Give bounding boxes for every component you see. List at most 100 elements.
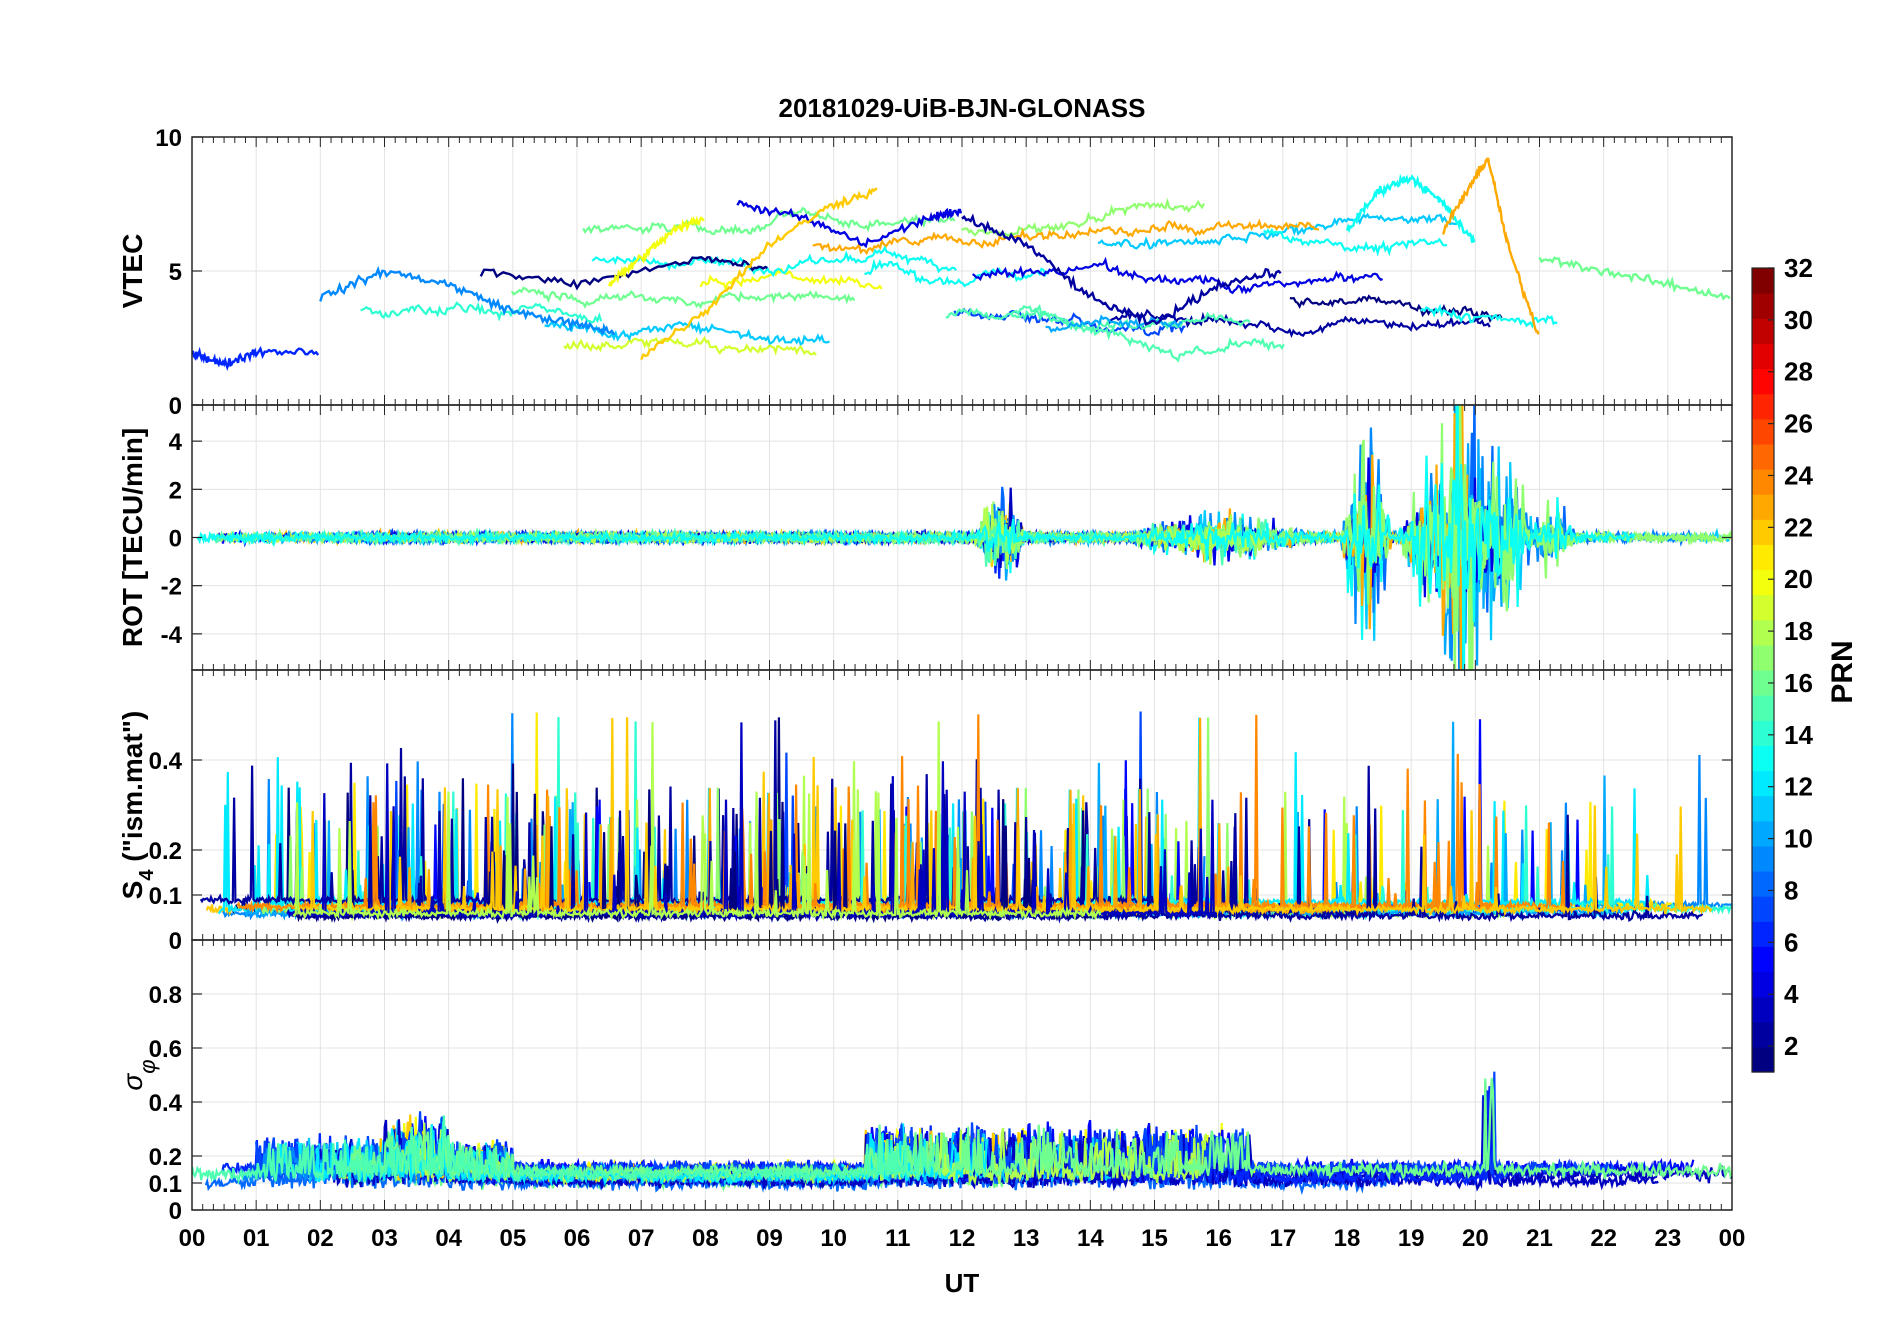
colorbar-segment: [1752, 1046, 1774, 1073]
colorbar-tick-label: 24: [1784, 460, 1813, 490]
x-tick-label: 09: [756, 1225, 783, 1252]
prn-series-line: [221, 451, 1457, 640]
prn-4-line: [736, 199, 963, 249]
x-tick-label: 00: [1719, 1225, 1746, 1252]
prn-series-line: [1419, 303, 1558, 329]
x-tick-label: 03: [371, 1225, 398, 1252]
x-tick-label: 08: [692, 1225, 719, 1252]
y-tick-label: 0.1: [149, 883, 182, 910]
x-tick-label: 13: [1013, 1225, 1040, 1252]
x-tick-label: 01: [243, 1225, 270, 1252]
colorbar-label: PRN: [1826, 640, 1859, 703]
prn-series-line: [945, 307, 1251, 332]
prn-6-line: [192, 345, 320, 372]
colorbar-segment: [1752, 594, 1774, 621]
colorbar-tick-label: 28: [1784, 357, 1813, 387]
colorbar-segment: [1752, 996, 1774, 1023]
prn-series-line: [192, 1115, 937, 1185]
y-tick-label: 0.2: [149, 838, 182, 865]
x-tick-label: 17: [1269, 1225, 1296, 1252]
y-tick-label: 0.6: [149, 1036, 182, 1063]
colorbar-tick-label: 4: [1784, 979, 1799, 1009]
colorbar-segment: [1752, 745, 1774, 772]
series-group: [192, 157, 1731, 372]
series-group: [192, 1071, 1732, 1196]
y-tick-label: 0.8: [149, 982, 182, 1009]
x-tick-label: 16: [1205, 1225, 1232, 1252]
x-tick-labels: 00 01 02 03 04 05 06 07 08 09 10 11 12 13 14 15 16 17 18 19…: [179, 1225, 1746, 1252]
y-tick-label: 10: [155, 125, 182, 152]
y-tick-label: 0.4: [149, 1090, 183, 1117]
y-axis-label-s4: S4 ("ism.mat"): [117, 711, 158, 900]
prn-series-line: [375, 442, 1501, 598]
x-tick-label: 23: [1654, 1225, 1681, 1252]
prn-series-line: [812, 218, 1320, 256]
prn-series-line: [388, 487, 1069, 569]
colorbar-tick-label: 18: [1784, 616, 1813, 646]
panel-vtec: 0 5 10 VTEC: [117, 125, 1733, 420]
colorbar-segment: [1752, 820, 1774, 847]
colorbar-frame: [1751, 267, 1775, 1073]
y-tick-label: 0.1: [149, 1171, 182, 1198]
y-tick-label: 0: [169, 526, 182, 553]
x-tick-label: 12: [949, 1225, 976, 1252]
colorbar-segment: [1752, 469, 1774, 495]
prn-1-line: [479, 255, 768, 291]
prn-series-line: [350, 514, 1200, 579]
colorbar-segment: [1752, 670, 1774, 696]
prn-series-line: [699, 267, 883, 292]
colorbar-segment: [1752, 368, 1774, 395]
prn-16-line: [1538, 256, 1731, 301]
y-axis-label-sigma_phi: σφ: [117, 1059, 160, 1090]
colorbar-tick-label: 30: [1784, 305, 1813, 335]
series-group: [196, 405, 1732, 670]
colorbar-tick-label: 14: [1784, 720, 1813, 750]
series-group: [199, 711, 1732, 924]
colorbar-segment: [1752, 1021, 1774, 1048]
prn-series-line: [292, 721, 1102, 922]
x-tick-label: 10: [820, 1225, 847, 1252]
x-tick-label: 14: [1077, 1225, 1104, 1252]
prn-22-line: [640, 187, 878, 361]
x-tick-label: 11: [885, 1225, 910, 1252]
x-tick-label: 06: [564, 1225, 591, 1252]
y-tick-label: 4: [169, 429, 183, 456]
x-tick-label: 15: [1141, 1225, 1168, 1252]
prn-series-line: [971, 256, 1383, 295]
colorbar-segment: [1752, 921, 1774, 947]
colorbar-tick-label: 16: [1784, 668, 1813, 698]
x-axis-label: UT: [945, 1268, 980, 1298]
colorbar-segment: [1752, 544, 1774, 571]
prn-2-line: [961, 213, 1282, 326]
colorbar-segment: [1752, 293, 1774, 319]
colorbar-segment: [1752, 871, 1774, 897]
x-tick-label: 07: [628, 1225, 655, 1252]
x-tick-label: 21: [1526, 1225, 1553, 1252]
prn-series-line: [582, 206, 956, 236]
colorbar-segment: [1752, 795, 1774, 822]
y-tick-label: 0: [169, 928, 182, 955]
colorbar-tick-label: 20: [1784, 564, 1813, 594]
y-tick-label: 0.4: [149, 748, 183, 775]
x-tick-label: 22: [1590, 1225, 1617, 1252]
colorbar-segment: [1752, 393, 1774, 420]
prn-series-line: [1263, 228, 1448, 257]
y-tick-label: 0: [169, 393, 182, 420]
prn-series-line: [864, 258, 1050, 288]
colorbar-tick-label: 6: [1784, 927, 1798, 957]
colorbar-segment: [1752, 946, 1774, 973]
prn-series-line: [1009, 303, 1285, 363]
prn-20-line: [607, 215, 705, 288]
colorbar-tick-label: 22: [1784, 512, 1813, 542]
colorbar-tick-label: 26: [1784, 409, 1813, 439]
colorbar-segment: [1752, 770, 1774, 797]
y-tick-label: 0: [169, 1198, 182, 1225]
prn-series-line: [360, 301, 603, 324]
colorbar-segment: [1752, 343, 1774, 370]
colorbar-tick-label: 10: [1784, 824, 1813, 854]
prn-series-line: [591, 245, 957, 278]
colorbar-segment: [1752, 720, 1774, 746]
colorbar-segment: [1752, 519, 1774, 545]
